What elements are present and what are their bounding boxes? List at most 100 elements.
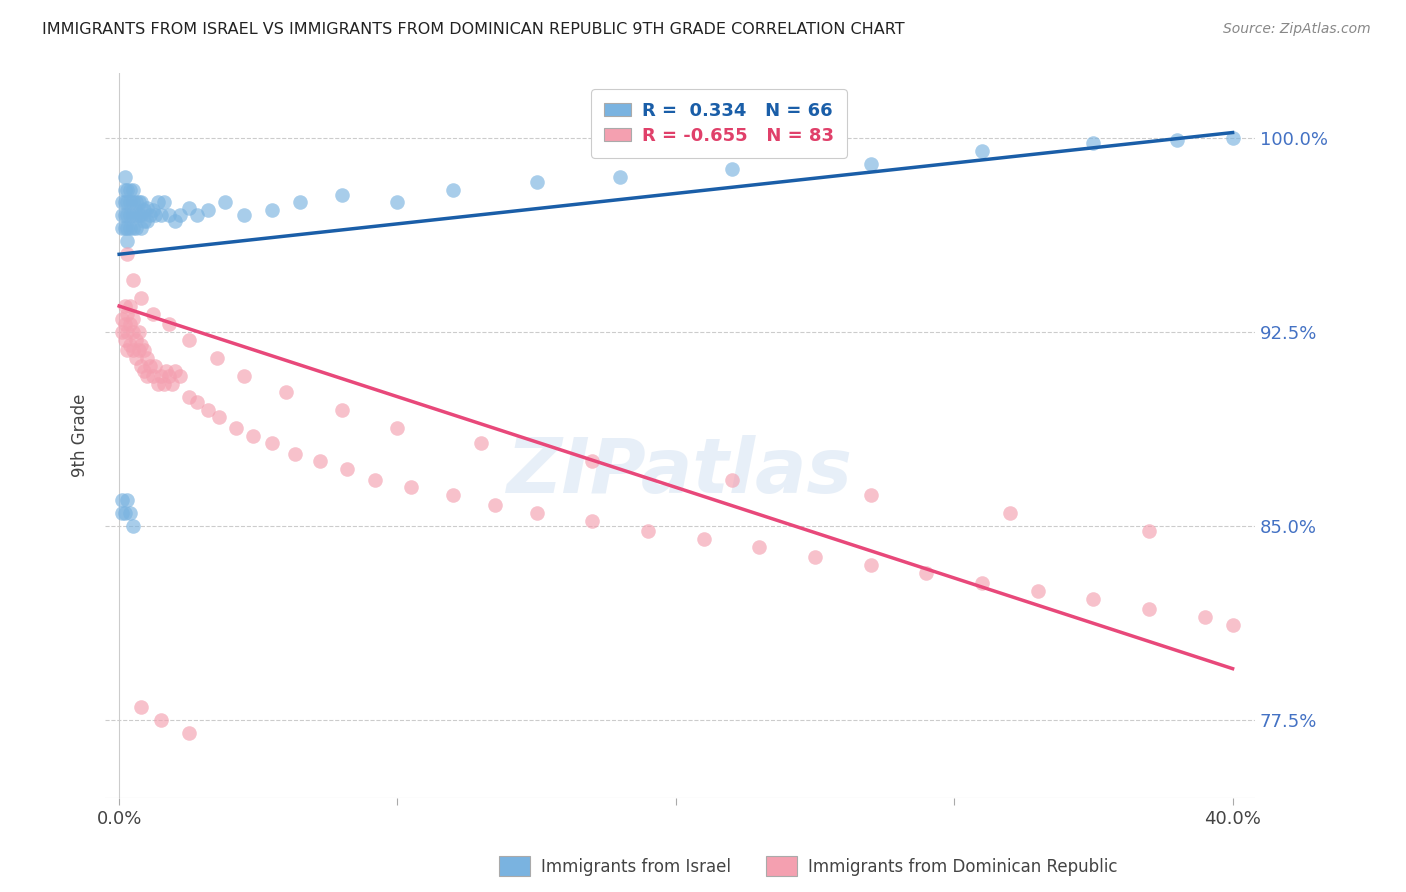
Point	[136, 351, 159, 365]
Text: Immigrants from Israel: Immigrants from Israel	[541, 858, 731, 876]
Point	[111, 325, 134, 339]
Point	[143, 209, 166, 223]
Point	[141, 307, 163, 321]
Point	[139, 209, 162, 223]
Point	[720, 161, 742, 176]
Point	[364, 473, 387, 487]
Point	[146, 376, 169, 391]
Point	[169, 209, 191, 223]
Point	[288, 195, 311, 210]
Point	[163, 213, 186, 227]
Point	[233, 369, 256, 384]
Point	[136, 201, 159, 215]
Point	[114, 299, 136, 313]
Point	[581, 514, 603, 528]
Point	[128, 325, 150, 339]
Point	[970, 576, 993, 591]
Point	[152, 376, 174, 391]
Point	[748, 540, 770, 554]
Point	[441, 488, 464, 502]
Point	[120, 317, 142, 331]
Point	[122, 343, 145, 357]
Point	[330, 402, 353, 417]
Point	[134, 343, 156, 357]
Point	[136, 213, 159, 227]
Point	[117, 325, 139, 339]
Point	[526, 175, 548, 189]
Point	[157, 317, 180, 331]
Point	[225, 421, 247, 435]
Point	[146, 195, 169, 210]
Point	[122, 209, 145, 223]
Point	[155, 364, 177, 378]
Point	[117, 209, 139, 223]
Point	[117, 493, 139, 508]
Point	[128, 209, 150, 223]
Point	[330, 187, 353, 202]
Point	[125, 351, 148, 365]
Point	[114, 209, 136, 223]
Point	[134, 364, 156, 378]
Text: Immigrants from Dominican Republic: Immigrants from Dominican Republic	[808, 858, 1118, 876]
Point	[186, 209, 208, 223]
Point	[131, 221, 153, 235]
Point	[114, 169, 136, 184]
Point	[177, 201, 200, 215]
Point	[720, 473, 742, 487]
Point	[1026, 583, 1049, 598]
Point	[117, 235, 139, 249]
Point	[128, 195, 150, 210]
Point	[915, 566, 938, 580]
Point	[120, 338, 142, 352]
Point	[120, 506, 142, 520]
Point	[120, 221, 142, 235]
Point	[1222, 617, 1244, 632]
Point	[114, 317, 136, 331]
Point	[859, 156, 882, 170]
Point	[149, 369, 172, 384]
Point	[125, 333, 148, 347]
Point	[1083, 136, 1105, 150]
Point	[143, 359, 166, 373]
Point	[526, 506, 548, 520]
Point	[111, 312, 134, 326]
Text: Source: ZipAtlas.com: Source: ZipAtlas.com	[1223, 22, 1371, 37]
Legend: R =  0.334   N = 66, R = -0.655   N = 83: R = 0.334 N = 66, R = -0.655 N = 83	[592, 89, 846, 158]
Point	[111, 221, 134, 235]
Text: IMMIGRANTS FROM ISRAEL VS IMMIGRANTS FROM DOMINICAN REPUBLIC 9TH GRADE CORRELATI: IMMIGRANTS FROM ISRAEL VS IMMIGRANTS FRO…	[42, 22, 905, 37]
Point	[1194, 610, 1216, 624]
Point	[122, 221, 145, 235]
Y-axis label: 9th Grade: 9th Grade	[72, 394, 89, 477]
Point	[114, 195, 136, 210]
Point	[859, 488, 882, 502]
Point	[114, 333, 136, 347]
Point	[117, 195, 139, 210]
Point	[336, 462, 359, 476]
Point	[998, 506, 1021, 520]
Point	[859, 558, 882, 572]
Point	[470, 436, 492, 450]
Point	[111, 209, 134, 223]
Point	[163, 364, 186, 378]
Point	[169, 369, 191, 384]
Point	[122, 182, 145, 196]
Point	[1166, 133, 1188, 147]
Point	[157, 369, 180, 384]
Point	[131, 338, 153, 352]
Point	[214, 195, 236, 210]
Point	[262, 203, 284, 218]
Point	[125, 195, 148, 210]
Point	[581, 454, 603, 468]
Point	[117, 307, 139, 321]
Point	[122, 519, 145, 533]
Point	[441, 182, 464, 196]
Point	[283, 447, 305, 461]
Point	[114, 506, 136, 520]
Point	[387, 195, 409, 210]
Point	[186, 395, 208, 409]
Point	[233, 209, 256, 223]
Point	[1137, 602, 1160, 616]
Point	[114, 182, 136, 196]
Point	[117, 247, 139, 261]
Point	[1083, 591, 1105, 606]
